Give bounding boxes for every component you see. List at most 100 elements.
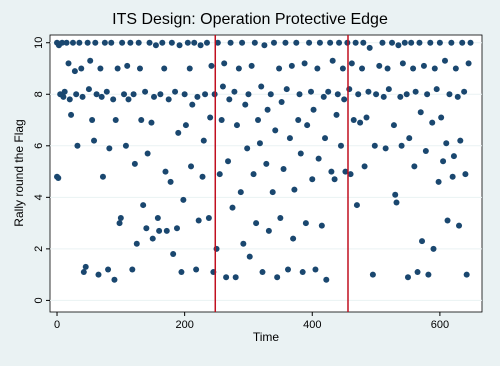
- point: [366, 44, 373, 51]
- point: [66, 96, 73, 103]
- point: [214, 39, 221, 46]
- point: [264, 106, 271, 113]
- point: [125, 96, 132, 103]
- point: [316, 39, 323, 46]
- point: [165, 96, 172, 103]
- point: [127, 39, 134, 46]
- point: [85, 86, 92, 93]
- point: [329, 57, 336, 64]
- point: [296, 91, 303, 98]
- point: [99, 173, 106, 180]
- point: [202, 91, 209, 98]
- point: [401, 39, 408, 46]
- point: [76, 39, 83, 46]
- point: [429, 119, 436, 126]
- point: [307, 88, 314, 95]
- point: [227, 39, 234, 46]
- point: [444, 217, 451, 224]
- point: [465, 60, 472, 67]
- point: [467, 39, 474, 46]
- point: [380, 93, 387, 100]
- point: [365, 88, 372, 95]
- point: [427, 39, 434, 46]
- point: [223, 274, 230, 281]
- point: [146, 39, 153, 46]
- point: [416, 39, 423, 46]
- point: [194, 93, 201, 100]
- point: [89, 117, 96, 124]
- point: [459, 39, 466, 46]
- point: [328, 168, 335, 175]
- point: [242, 101, 249, 108]
- point: [443, 140, 450, 147]
- point: [200, 137, 207, 144]
- point: [225, 158, 232, 165]
- point: [265, 227, 272, 234]
- point: [310, 106, 317, 113]
- point: [74, 142, 81, 149]
- point: [131, 160, 138, 167]
- point: [233, 122, 240, 129]
- point: [285, 266, 292, 273]
- point: [221, 60, 228, 67]
- point: [162, 168, 169, 175]
- point: [267, 91, 274, 98]
- point: [186, 65, 193, 72]
- point: [371, 142, 378, 149]
- point: [246, 253, 253, 260]
- point: [61, 88, 68, 95]
- y-tick-label: 4: [33, 194, 45, 200]
- point: [244, 145, 251, 152]
- point: [318, 222, 325, 229]
- point: [240, 240, 247, 247]
- point: [259, 269, 266, 276]
- point: [384, 65, 391, 72]
- point: [65, 60, 72, 67]
- point: [323, 276, 330, 283]
- point: [352, 39, 359, 46]
- point: [448, 39, 455, 46]
- point: [239, 39, 246, 46]
- y-axis-title: Rally round the Flag: [12, 119, 26, 226]
- point: [456, 222, 463, 229]
- point: [261, 42, 268, 49]
- point: [159, 39, 166, 46]
- point: [436, 39, 443, 46]
- point: [258, 83, 265, 90]
- point: [142, 88, 149, 95]
- point: [369, 271, 376, 278]
- y-tick-label: 2: [33, 246, 45, 252]
- point: [302, 220, 309, 227]
- point: [68, 111, 75, 118]
- point: [116, 220, 123, 227]
- point: [346, 86, 353, 93]
- point: [454, 93, 461, 100]
- point: [414, 269, 421, 276]
- point: [360, 39, 367, 46]
- y-tick-label: 6: [33, 143, 45, 149]
- point: [355, 91, 362, 98]
- point: [336, 39, 343, 46]
- point: [430, 245, 437, 252]
- point: [122, 142, 129, 149]
- point: [154, 214, 161, 221]
- point: [389, 39, 396, 46]
- point: [195, 217, 202, 224]
- point: [278, 98, 285, 105]
- point: [288, 62, 295, 69]
- point: [71, 68, 78, 75]
- point: [129, 266, 136, 273]
- point: [188, 163, 195, 170]
- point: [84, 39, 91, 46]
- point: [181, 91, 188, 98]
- point: [325, 88, 332, 95]
- point: [398, 142, 405, 149]
- point: [304, 122, 311, 129]
- point: [121, 91, 128, 98]
- point: [395, 42, 402, 49]
- point: [347, 171, 354, 178]
- point: [218, 117, 225, 124]
- point: [167, 178, 174, 185]
- point: [337, 142, 344, 149]
